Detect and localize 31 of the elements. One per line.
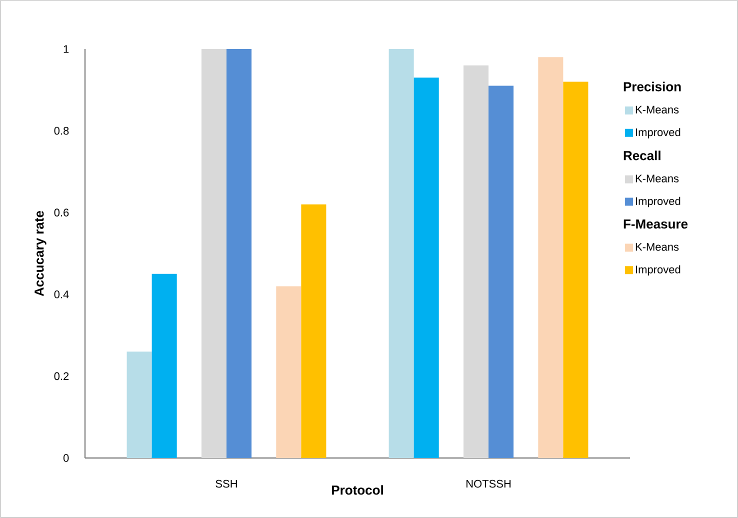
- x-tick-label: SSH: [216, 480, 237, 488]
- annotation: F-Measure: [624, 220, 688, 229]
- y-tick-label: 0.2: [54, 372, 69, 380]
- annotation: Precision: [624, 82, 681, 92]
- bar: [226, 48, 252, 458]
- x-tick-label: NOTSSH: [466, 480, 511, 488]
- bar: [463, 65, 489, 458]
- bar: [538, 57, 564, 458]
- y-tick-label: 1: [64, 45, 69, 53]
- x-axis-title: Protocol: [332, 485, 383, 495]
- bar: [563, 82, 588, 458]
- bar: [301, 204, 326, 458]
- bar: [414, 78, 439, 458]
- bar: [276, 286, 302, 458]
- y-tick-label: 0.6: [54, 208, 69, 216]
- y-tick-label: 0.4: [54, 290, 69, 298]
- legend-label: Improved: [636, 128, 680, 138]
- y-tick-label: 0: [63, 454, 69, 462]
- legend-label: Improved: [636, 196, 680, 208]
- y-axis-title: Accucary rate: [34, 210, 46, 296]
- legend-label: K-Means: [636, 243, 679, 251]
- bar: [488, 86, 514, 458]
- legend-label: Improved: [636, 265, 680, 276]
- bar: [152, 274, 177, 458]
- bar: [201, 48, 227, 458]
- legend-label: K-Means: [636, 106, 679, 114]
- bar: [388, 48, 414, 458]
- legend-label: K-Means: [636, 174, 679, 182]
- annotation: Recall: [624, 150, 660, 160]
- bar: [126, 352, 152, 458]
- y-tick-label: 0.8: [54, 126, 69, 135]
